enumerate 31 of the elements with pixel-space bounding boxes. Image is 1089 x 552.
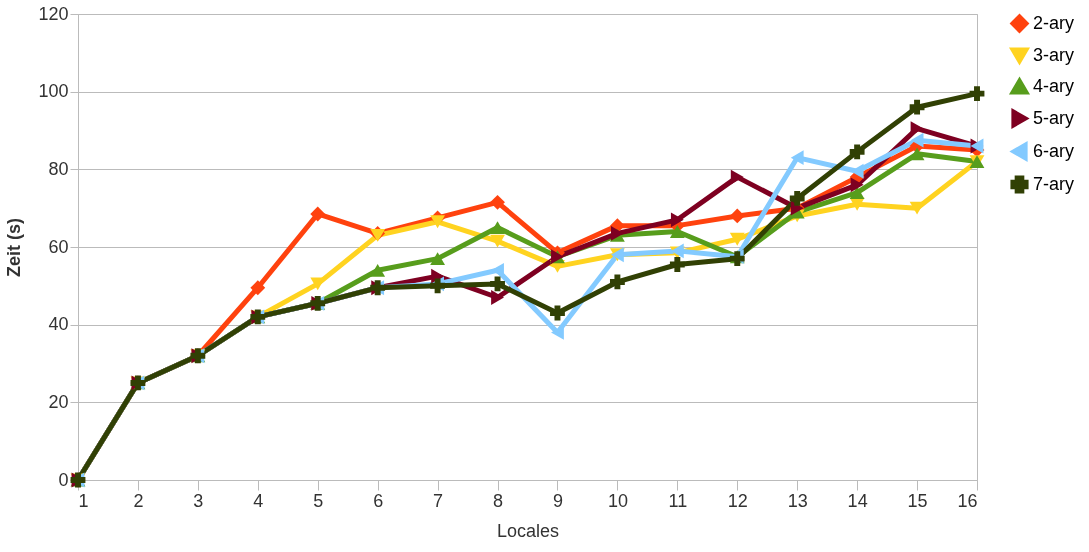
y-tick-label: 0	[58, 469, 69, 490]
x-tick-label: 8	[493, 490, 504, 511]
y-tick-label: 80	[48, 158, 69, 179]
x-tick-label: 16	[957, 490, 978, 511]
legend-label: 5-ary	[1033, 107, 1075, 128]
y-tick-label: 100	[38, 81, 69, 102]
x-tick-label: 3	[193, 490, 204, 511]
x-tick-label: 12	[727, 490, 748, 511]
x-tick-label: 5	[313, 490, 324, 511]
x-tick-label: 1	[78, 490, 89, 511]
y-tick-label: 120	[38, 3, 69, 24]
legend-label: 2-ary	[1033, 12, 1075, 33]
y-tick-label: 60	[48, 236, 69, 257]
x-tick-label: 10	[607, 490, 628, 511]
y-tick-label: 40	[48, 314, 69, 335]
x-tick-label: 9	[552, 490, 563, 511]
x-tick-label: 4	[253, 490, 264, 511]
x-tick-label: 13	[787, 490, 808, 511]
x-tick-label: 11	[668, 490, 688, 511]
x-tick-label: 7	[433, 490, 444, 511]
x-tick-label: 14	[847, 490, 868, 511]
y-tick-label: 20	[48, 391, 69, 412]
x-tick-label: 2	[133, 490, 144, 511]
legend-label: 4-ary	[1033, 75, 1075, 96]
legend-label: 7-ary	[1033, 173, 1075, 194]
legend-label: 3-ary	[1033, 44, 1075, 65]
x-tick-label: 15	[907, 490, 928, 511]
legend-label: 6-ary	[1033, 140, 1075, 161]
x-axis-title: Locales	[496, 520, 560, 541]
y-axis-title: Zeit (s)	[4, 217, 25, 278]
x-tick-label: 6	[373, 490, 384, 511]
